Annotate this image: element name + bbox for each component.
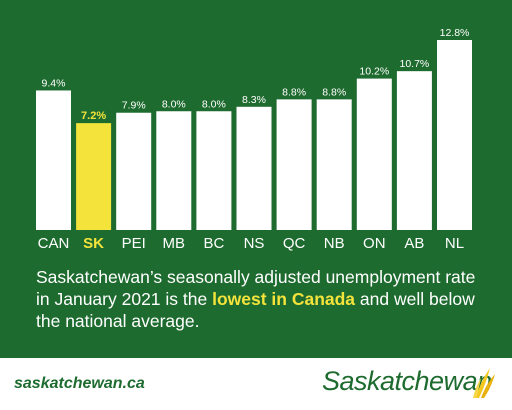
bar-pei bbox=[116, 112, 152, 230]
category-label-mb: MB bbox=[163, 235, 186, 252]
category-label-nb: NB bbox=[324, 235, 345, 252]
category-label-nl: NL bbox=[445, 235, 464, 252]
bar-on bbox=[356, 78, 392, 230]
category-label-qc: QC bbox=[283, 235, 306, 252]
value-label-can: 9.4% bbox=[42, 77, 66, 89]
value-label-bc: 8.0% bbox=[202, 98, 226, 110]
brand-logo-text: Saskatchewan bbox=[322, 366, 492, 396]
chart-panel: 9.4% CAN 7.2% SK 7.9% PEI 8.0% MB 8.0% BC 8.3% NS 8.… bbox=[0, 0, 512, 358]
category-label-bc: BC bbox=[203, 235, 224, 252]
bar-sk bbox=[76, 123, 112, 230]
value-label-on: 10.2% bbox=[359, 66, 389, 78]
value-label-nb: 8.8% bbox=[322, 86, 346, 98]
bar-ab bbox=[396, 71, 432, 230]
website-link[interactable]: saskatchewan.ca bbox=[14, 375, 145, 392]
caption-highlight: lowest in Canada bbox=[212, 289, 356, 309]
caption-after: and well below the national average. bbox=[36, 289, 475, 331]
bar-can bbox=[36, 90, 71, 230]
bar-nl bbox=[437, 40, 472, 230]
bar-chart: 9.4% CAN 7.2% SK 7.9% PEI 8.0% MB 8.0% BC 8.3% NS 8.… bbox=[36, 27, 472, 252]
value-label-mb: 8.0% bbox=[162, 98, 186, 110]
category-label-ab: AB bbox=[404, 235, 424, 252]
caption-before: Saskatchewan’s seasonally adjusted unemp… bbox=[36, 267, 476, 309]
value-label-nl: 12.8% bbox=[440, 27, 470, 39]
bar-mb bbox=[156, 111, 192, 230]
value-label-pei: 7.9% bbox=[122, 100, 146, 112]
value-label-sk: 7.2% bbox=[81, 110, 106, 122]
caption-text: Saskatchewan’s seasonally adjusted unemp… bbox=[36, 266, 486, 332]
value-label-qc: 8.8% bbox=[282, 86, 306, 98]
bar-bc bbox=[196, 111, 232, 230]
category-label-on: ON bbox=[363, 235, 386, 252]
value-label-ns: 8.3% bbox=[242, 94, 266, 106]
value-label-ab: 10.7% bbox=[400, 58, 430, 70]
category-label-ns: NS bbox=[244, 235, 265, 252]
category-label-can: CAN bbox=[38, 235, 70, 252]
bar-ns bbox=[236, 106, 272, 230]
bar-qc bbox=[276, 99, 312, 230]
wheat-icon bbox=[473, 368, 495, 398]
category-label-pei: PEI bbox=[122, 235, 146, 252]
bar-nb bbox=[316, 99, 352, 230]
footer: saskatchewan.ca Saskatchewan bbox=[0, 358, 512, 410]
category-label-sk: SK bbox=[83, 235, 104, 252]
